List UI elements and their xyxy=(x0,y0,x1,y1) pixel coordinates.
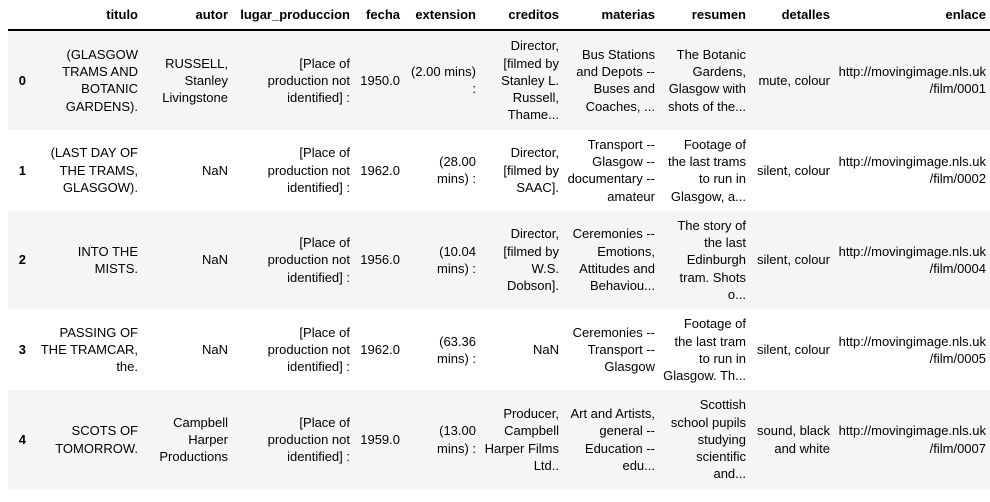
cell-lugar_produccion: [Place of production not identified] : xyxy=(267,55,350,106)
cell-materias: Art and Artists, general -- Education --… xyxy=(570,405,655,473)
column-header-detalles: detalles xyxy=(781,7,830,22)
cell-extension: (28.00 mins) : xyxy=(437,153,476,187)
cell-resumen: The story of the last Edinburgh tram. Sh… xyxy=(677,217,746,302)
cell-autor: NaN xyxy=(201,252,228,268)
cell-fecha: 1959.0 xyxy=(360,431,400,447)
column-header-fecha: fecha xyxy=(366,7,400,22)
cell-titulo: SCOTS OF TOMORROW. xyxy=(55,423,138,456)
cell-detalles: sound, black and white xyxy=(757,423,830,456)
cell-lugar_produccion: [Place of production not identified] : xyxy=(267,145,350,195)
column-header-resumen: resumen xyxy=(691,7,746,22)
cell-creditos: Producer, Campbell Harper Films Ltd.. xyxy=(484,405,559,473)
cell-materias: Transport -- Glasgow -- documentary -- a… xyxy=(567,136,655,204)
cell-autor: Campbell Harper Productions xyxy=(159,414,228,465)
cell-titulo: (GLASGOW TRAMS AND BOTANIC GARDENS). xyxy=(62,46,138,114)
cell-lugar_produccion: [Place of production not identified] : xyxy=(267,235,350,285)
row-index: 3 xyxy=(18,342,26,358)
cell-extension: (63.36 mins) : xyxy=(437,333,476,366)
cell-creditos: Director, [filmed by Stanley L. Russell,… xyxy=(501,38,559,123)
column-header-lugar_produccion: lugar_produccion xyxy=(240,7,350,22)
cell-creditos: Director, [filmed by SAAC]. xyxy=(503,145,559,195)
cell-materias: Ceremonies -- Emotions, Attitudes and Be… xyxy=(572,226,655,294)
row-index: 0 xyxy=(18,72,26,88)
cell-fecha: 1962.0 xyxy=(360,342,400,358)
cell-fecha: 1956.0 xyxy=(360,252,400,268)
cell-fecha: 1962.0 xyxy=(360,162,400,178)
cell-enlace: http://movingimage.nls.uk/film/0004 xyxy=(838,243,986,277)
cell-titulo: (LAST DAY OF THE TRAMS, GLASGOW). xyxy=(50,145,138,195)
cell-resumen: The Botanic Gardens, Glasgow with shots … xyxy=(667,46,746,114)
cell-resumen: Footage of the last tram to run in Glasg… xyxy=(663,316,746,384)
cell-lugar_produccion: [Place of production not identified] : xyxy=(267,324,350,375)
cell-materias: Bus Stations and Depots -- Buses and Coa… xyxy=(576,46,655,114)
table-row: 1 (LAST DAY OF THE TRAMS, GLASGOW). NaN [Pl… xyxy=(8,129,990,211)
cell-lugar_produccion: [Place of production not identified] : xyxy=(267,414,350,465)
cell-detalles: silent, colour xyxy=(757,342,830,358)
cell-detalles: mute, colour xyxy=(758,72,830,88)
dataframe-output: titulo autor lugar_produccion fecha extensio… xyxy=(8,0,990,489)
row-index: 4 xyxy=(18,431,26,447)
column-header-materias: materias xyxy=(601,7,655,22)
table-row: 3 PASSING OF THE TRAMCAR, the. NaN [Place o… xyxy=(8,309,990,391)
cell-extension: (10.04 mins) : xyxy=(437,243,476,277)
cell-detalles: silent, colour xyxy=(757,252,830,268)
cell-detalles: silent, colour xyxy=(757,162,830,178)
table-header: titulo autor lugar_produccion fecha extensio… xyxy=(8,0,990,31)
dataframe-table: titulo autor lugar_produccion fecha extensio… xyxy=(8,0,990,489)
row-index: 2 xyxy=(18,252,26,268)
table-row: 0 (GLASGOW TRAMS AND BOTANIC GARDENS). RUS… xyxy=(8,30,990,130)
cell-titulo: PASSING OF THE TRAMCAR, the. xyxy=(40,324,138,375)
index-column-header xyxy=(8,0,30,30)
cell-materias: Ceremonies -- Transport -- Glasgow xyxy=(572,324,655,375)
cell-autor: NaN xyxy=(201,162,228,178)
cell-autor: NaN xyxy=(201,342,228,358)
cell-creditos: NaN xyxy=(532,342,559,358)
row-index: 1 xyxy=(18,162,26,178)
cell-enlace: http://movingimage.nls.uk/film/0005 xyxy=(838,333,986,366)
column-header-autor: autor xyxy=(195,7,229,22)
cell-resumen: Footage of the last trams to run in Glas… xyxy=(667,136,746,204)
header-row: titulo autor lugar_produccion fecha extensio… xyxy=(8,0,990,30)
cell-extension: (2.00 mins) : xyxy=(410,64,476,97)
column-header-creditos: creditos xyxy=(508,7,559,22)
cell-resumen: Scottish school pupils studying scientif… xyxy=(670,397,746,482)
column-header-enlace: enlace xyxy=(945,7,986,22)
cell-titulo: INTO THE MISTS. xyxy=(77,243,138,277)
cell-creditos: Director, [filmed by W.S. Dobson]. xyxy=(503,226,559,294)
column-header-titulo: titulo xyxy=(106,7,138,22)
cell-extension: (13.00 mins) : xyxy=(437,423,476,456)
cell-enlace: http://movingimage.nls.uk/film/0007 xyxy=(838,423,986,456)
table-row: 4 SCOTS OF TOMORROW. Campbell Harper Produ… xyxy=(8,390,990,489)
cell-autor: RUSSELL, Stanley Livingstone xyxy=(162,55,228,106)
column-header-extension: extension xyxy=(415,7,476,22)
table-body: 0 (GLASGOW TRAMS AND BOTANIC GARDENS). RUS… xyxy=(8,30,990,489)
cell-enlace: http://movingimage.nls.uk/film/0002 xyxy=(838,153,986,187)
table-row: 2 INTO THE MISTS. NaN [Place of production … xyxy=(8,210,990,310)
cell-enlace: http://movingimage.nls.uk/film/0001 xyxy=(838,64,986,97)
cell-fecha: 1950.0 xyxy=(360,72,400,88)
